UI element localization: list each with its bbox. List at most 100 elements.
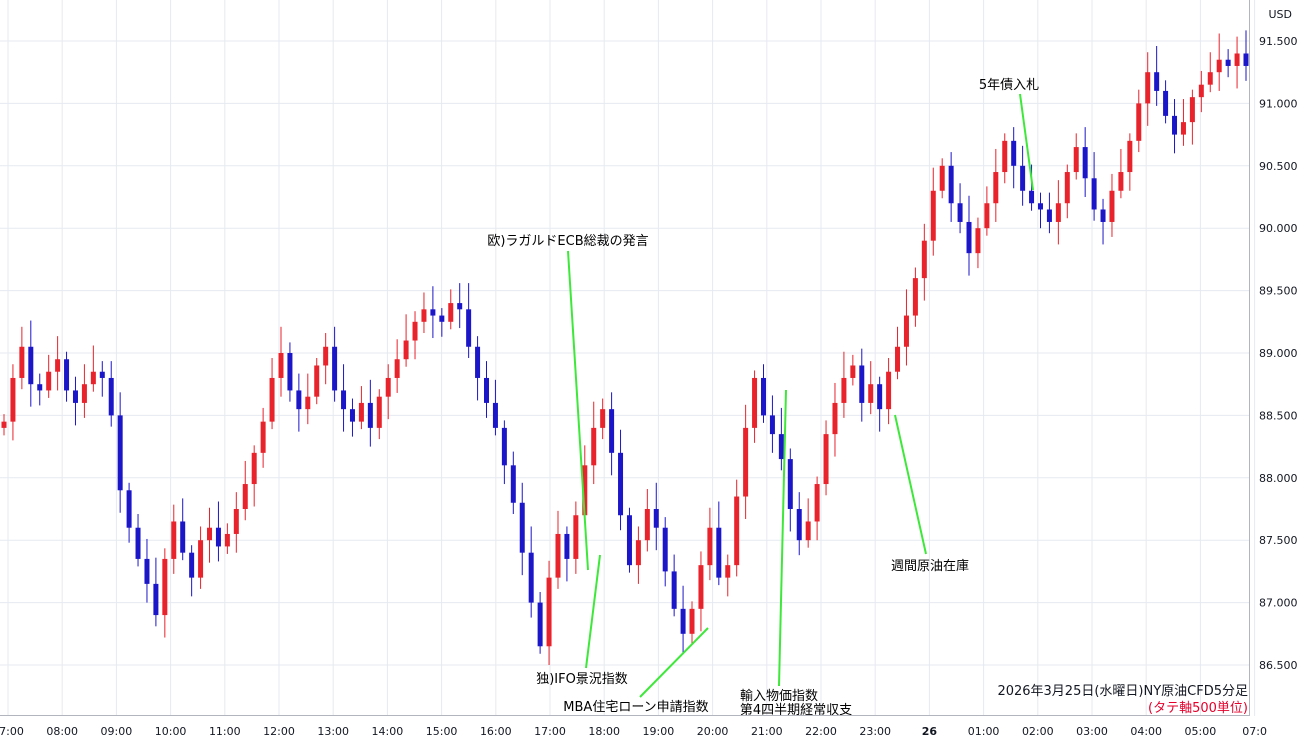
candle xyxy=(430,286,436,339)
candle xyxy=(46,354,52,398)
y-tick-label: 88.500 xyxy=(1259,409,1298,422)
x-tick-label: 20:00 xyxy=(697,725,729,738)
x-tick-label: 26 xyxy=(922,725,938,738)
candle xyxy=(1225,49,1231,78)
candle xyxy=(1011,127,1017,189)
candle xyxy=(501,420,507,485)
candle xyxy=(600,398,606,440)
candle xyxy=(19,326,25,390)
x-tick-label: 08:00 xyxy=(46,725,78,738)
annotation-leader-line xyxy=(1019,93,1034,191)
candle xyxy=(1145,52,1151,126)
candle xyxy=(1127,133,1133,191)
candle xyxy=(1118,148,1124,199)
candle xyxy=(1037,192,1043,229)
candle xyxy=(993,148,999,222)
annotation-label: 5年債入札 xyxy=(979,78,1039,93)
y-tick-label: 87.500 xyxy=(1259,534,1298,547)
candle xyxy=(716,501,722,586)
x-tick-label: 09:00 xyxy=(101,725,133,738)
x-tick-label: 10:00 xyxy=(155,725,187,738)
candle xyxy=(555,510,561,589)
candle xyxy=(662,517,668,587)
candle xyxy=(180,498,186,561)
candle xyxy=(251,445,257,507)
candle xyxy=(778,407,784,471)
candle xyxy=(349,398,355,437)
candle xyxy=(832,382,838,457)
candle xyxy=(81,364,87,418)
candle xyxy=(850,354,856,386)
y-tick-label: 90.500 xyxy=(1259,160,1298,173)
x-tick-label: 11:00 xyxy=(209,725,241,738)
y-tick-label: 87.000 xyxy=(1259,597,1298,610)
y-tick-label: 88.000 xyxy=(1259,472,1298,485)
candle xyxy=(1046,192,1052,234)
candle xyxy=(635,526,641,584)
currency-label[interactable]: USD xyxy=(1268,8,1292,21)
candle xyxy=(126,482,132,543)
x-tick-label: 16:00 xyxy=(480,725,512,738)
candle xyxy=(912,267,918,327)
candle xyxy=(903,289,909,366)
annotation-label: MBA住宅ローン申請指数 xyxy=(563,700,708,715)
candle xyxy=(492,379,498,436)
candle xyxy=(72,376,78,426)
x-tick-label: 02:00 xyxy=(1022,725,1054,738)
candle xyxy=(769,395,775,453)
annotation-leader-line xyxy=(585,554,601,669)
candle xyxy=(323,333,329,385)
candle xyxy=(930,167,936,256)
candle xyxy=(984,186,990,236)
candle xyxy=(466,283,472,358)
caption-title: 2026年3月25日(水曜日)NY原油CFD5分足 xyxy=(997,684,1248,699)
candle xyxy=(457,283,463,329)
candle xyxy=(484,361,490,418)
candle xyxy=(868,361,874,415)
candle xyxy=(1198,70,1204,113)
candle xyxy=(269,357,275,430)
candle xyxy=(591,401,597,485)
annotation-label: 輸入物価指数 xyxy=(740,689,818,704)
candle xyxy=(64,351,70,402)
annotation-leader-line xyxy=(778,389,787,687)
candle xyxy=(537,591,543,654)
candle xyxy=(734,479,740,577)
candle xyxy=(1172,99,1178,154)
candle xyxy=(37,373,43,406)
candle xyxy=(242,460,248,521)
candle xyxy=(1064,164,1070,219)
candle xyxy=(305,373,311,425)
candle xyxy=(1082,127,1088,197)
candle xyxy=(10,364,16,441)
y-tick-label: 86.500 xyxy=(1259,659,1298,672)
candle xyxy=(680,585,686,653)
annotation-label: 週間原油在庫 xyxy=(891,559,969,574)
candle xyxy=(519,482,525,576)
candle xyxy=(367,379,373,447)
candle xyxy=(546,560,552,665)
candle xyxy=(939,158,945,199)
candle xyxy=(260,407,266,468)
candle xyxy=(1189,89,1195,145)
x-tick-label: 22:00 xyxy=(805,725,837,738)
candle xyxy=(412,311,418,360)
candle xyxy=(1,414,7,436)
candle xyxy=(707,507,713,581)
candle xyxy=(278,326,284,397)
candles xyxy=(1,30,1249,665)
x-tick-label: 07:00 xyxy=(0,725,24,738)
candle xyxy=(55,336,61,391)
candle xyxy=(224,523,230,554)
candle xyxy=(1091,152,1097,221)
y-tick-label: 91.000 xyxy=(1259,97,1298,110)
candle xyxy=(948,152,954,222)
candle xyxy=(314,357,320,405)
x-tick-label: 05:00 xyxy=(1185,725,1217,738)
candle xyxy=(823,420,829,496)
x-tick-label: 13:00 xyxy=(317,725,349,738)
candle xyxy=(805,498,811,548)
candle xyxy=(394,339,400,393)
